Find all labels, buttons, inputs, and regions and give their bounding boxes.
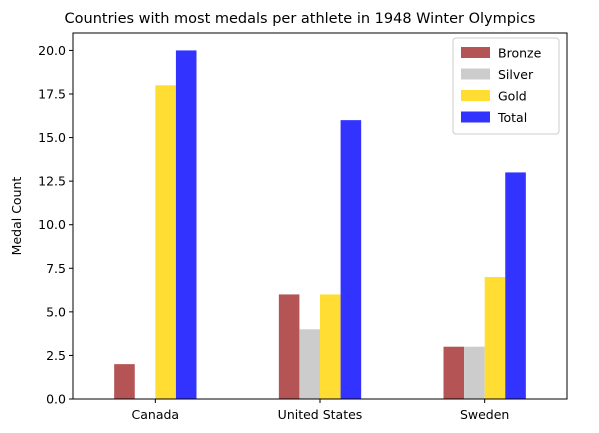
x-tick-label: United States <box>278 407 363 422</box>
y-tick-label: 10.0 <box>38 217 66 232</box>
x-tick-label: Canada <box>132 407 180 422</box>
bar-bronze-sweden <box>443 346 465 399</box>
legend-swatch-silver <box>461 68 490 80</box>
bar-total-canada <box>175 50 197 400</box>
plot-frame <box>72 32 568 400</box>
legend-swatch-gold <box>461 90 490 101</box>
legend-swatch-bronze <box>461 47 490 58</box>
legend-label-silver: Silver <box>498 67 534 82</box>
bars-group <box>114 50 526 400</box>
y-tick-label: 5.0 <box>46 304 66 319</box>
legend-box <box>452 37 560 135</box>
bar-silver-united-states <box>299 329 320 399</box>
bar-total-united-states <box>340 120 362 400</box>
legend-swatch-total <box>461 111 490 123</box>
bar-bronze-canada <box>114 364 135 399</box>
bar-gold-sweden <box>484 277 506 399</box>
y-axis: 0.0 2.5 5.0 7.5 10.0 12.5 15.0 17.5 20.0 <box>38 43 73 407</box>
legend-label-gold: Gold <box>498 89 527 104</box>
bar-gold-canada <box>155 85 176 400</box>
y-axis-label: Medal Count <box>9 177 24 256</box>
y-tick-label: 15.0 <box>38 130 66 145</box>
legend: Bronze Silver Gold Total <box>452 37 560 135</box>
legend-label-total: Total <box>497 110 527 125</box>
chart-title: Countries with most medals per athlete i… <box>65 11 536 27</box>
x-axis: Canada United States Sweden <box>132 399 509 422</box>
y-tick-label: 0.0 <box>46 392 66 407</box>
y-tick-label: 17.5 <box>38 87 66 102</box>
y-tick-label: 20.0 <box>38 43 66 58</box>
bar-silver-sweden <box>464 346 485 399</box>
y-tick-label: 12.5 <box>38 174 66 189</box>
y-tick-label: 2.5 <box>46 348 66 363</box>
y-tick-label: 7.5 <box>46 261 66 276</box>
bar-total-sweden <box>505 172 526 399</box>
x-tick-label: Sweden <box>460 407 509 422</box>
bar-bronze-united-states <box>278 294 300 399</box>
bar-gold-united-states <box>320 294 341 399</box>
legend-label-bronze: Bronze <box>498 46 542 61</box>
